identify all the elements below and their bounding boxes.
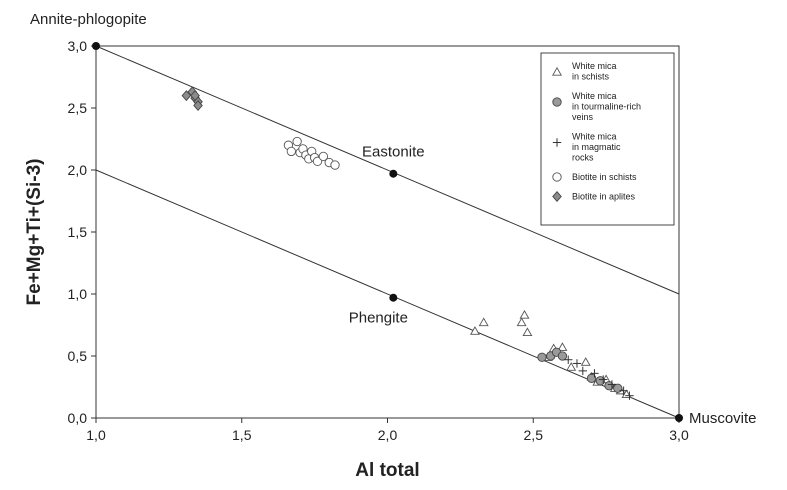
legend-label: White mica xyxy=(572,132,617,142)
legend-marker xyxy=(552,172,562,182)
data-point-series-3 xyxy=(590,369,599,378)
data-point-series-2 xyxy=(604,381,614,391)
end-member-point xyxy=(675,414,683,422)
end-member-label: Annite-phlogopite xyxy=(30,11,147,28)
y-tick-label: 1,0 xyxy=(68,286,88,302)
data-point-series-4 xyxy=(318,151,329,162)
data-point-series-2 xyxy=(586,373,597,383)
x-tick-label: 1,5 xyxy=(232,427,252,443)
data-point-series-1 xyxy=(519,309,530,319)
data-point-series-4 xyxy=(286,146,296,157)
data-point-series-3 xyxy=(572,359,582,368)
data-point-series-3 xyxy=(599,375,608,384)
y-tick-label: 3,0 xyxy=(68,38,88,54)
data-point-series-2 xyxy=(595,376,605,386)
legend-label: Biotite in schists xyxy=(572,172,637,182)
data-point-series-2 xyxy=(557,351,568,361)
y-tick-label: 2,0 xyxy=(68,162,88,178)
y-tick-label: 0,0 xyxy=(68,410,88,426)
legend-marker xyxy=(552,138,562,147)
data-point-series-4 xyxy=(330,160,340,170)
end-member-point xyxy=(389,169,398,178)
data-point-series-5 xyxy=(181,90,192,102)
legend-label: White mica xyxy=(572,61,617,71)
end-member-point xyxy=(389,293,398,302)
legend-label: in schists xyxy=(572,72,610,82)
x-tick-label: 1,0 xyxy=(86,427,106,443)
end-member-point xyxy=(92,42,100,50)
data-point-series-3 xyxy=(607,380,617,389)
data-point-series-1 xyxy=(580,357,591,366)
data-point-series-1 xyxy=(522,327,533,337)
data-point-series-1 xyxy=(557,342,568,351)
data-point-series-1 xyxy=(478,317,489,327)
data-point-series-3 xyxy=(564,355,573,364)
data-point-series-4 xyxy=(292,136,302,147)
x-tick-label: 2,0 xyxy=(378,427,398,443)
data-point-series-5 xyxy=(193,100,203,112)
legend-label: White mica xyxy=(572,91,617,101)
end-member-label: Muscovite xyxy=(689,410,757,427)
y-tick-label: 1,5 xyxy=(68,224,88,240)
legend-marker xyxy=(552,97,562,107)
data-point-series-1 xyxy=(516,317,527,327)
legend-label: in tourmaline-rich xyxy=(572,102,641,112)
x-tick-label: 2,5 xyxy=(524,427,544,443)
y-axis-title: Fe+Mg+Ti+(Si-3) xyxy=(24,159,45,306)
legend-box xyxy=(540,52,675,226)
data-point-series-3 xyxy=(578,366,588,376)
data-point-series-1 xyxy=(566,362,577,371)
y-tick-label: 2,5 xyxy=(68,100,88,116)
end-member-label: Eastonite xyxy=(362,144,425,161)
legend-label: in magmatic xyxy=(572,142,621,152)
data-point-series-2 xyxy=(537,352,547,362)
data-point-series-1 xyxy=(469,326,480,335)
end-member-label: Phengite xyxy=(349,310,408,327)
y-tick-label: 0,5 xyxy=(68,348,88,364)
legend-marker xyxy=(552,191,562,202)
x-tick-label: 3,0 xyxy=(669,427,689,443)
data-point-series-3 xyxy=(619,386,628,395)
legend-label: Biotite in aplites xyxy=(572,192,636,202)
reference-line-1 xyxy=(95,45,680,295)
data-point-series-4 xyxy=(312,156,323,166)
legend-label: rocks xyxy=(572,153,594,163)
legend-label: veins xyxy=(572,112,594,122)
x-axis-title: Al total xyxy=(355,460,419,481)
legend-marker xyxy=(552,66,562,76)
data-point-series-3 xyxy=(625,391,634,400)
data-point-series-5 xyxy=(190,90,200,102)
reference-line-2 xyxy=(95,169,680,419)
